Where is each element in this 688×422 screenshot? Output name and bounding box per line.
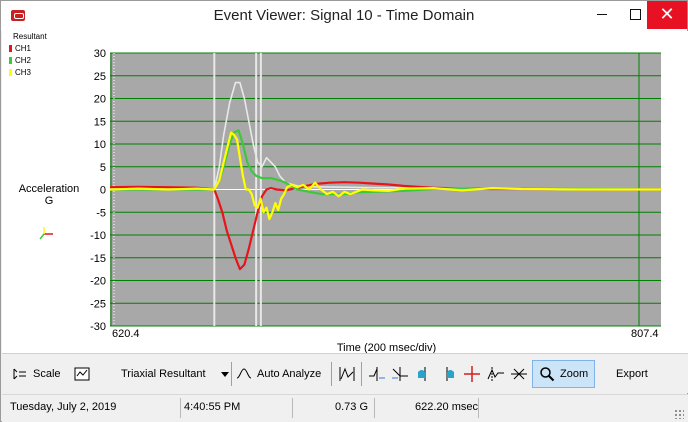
chevron-down-icon bbox=[220, 372, 229, 377]
resize-grip-icon[interactable] bbox=[674, 409, 684, 419]
export-button[interactable]: Export bbox=[616, 360, 648, 388]
status-value-msec: 622.20 msec bbox=[415, 401, 478, 413]
title-bar[interactable]: Event Viewer: Signal 10 - Time Domain ✕ bbox=[1, 1, 687, 31]
y-tick-label: -10 bbox=[90, 230, 106, 242]
auto-analyze-button[interactable]: Auto Analyze bbox=[236, 360, 321, 388]
series-line-ch3 bbox=[109, 131, 661, 221]
y-tick-label: 25 bbox=[94, 71, 106, 83]
export-label: Export bbox=[616, 368, 648, 380]
peak-marker-icon[interactable] bbox=[337, 364, 357, 384]
magnifier-icon bbox=[540, 367, 555, 382]
peak-select-icon[interactable] bbox=[486, 364, 506, 384]
y-axis-title-line1: Acceleration bbox=[18, 183, 80, 195]
waveform-icon bbox=[236, 368, 252, 379]
y-tick-label: -30 bbox=[90, 321, 106, 333]
toolbar-separator bbox=[361, 362, 362, 386]
y-tick-label: 0 bbox=[100, 185, 106, 197]
toolbar-separator bbox=[231, 362, 232, 386]
cursor-right-icon[interactable] bbox=[390, 364, 410, 384]
legend-label-ch2: CH2 bbox=[15, 56, 32, 65]
y-axis-title-line2: G bbox=[44, 195, 54, 207]
status-value-g: 0.73 G bbox=[335, 401, 369, 413]
y-tick-label: -20 bbox=[90, 276, 106, 288]
status-divider bbox=[292, 398, 293, 418]
y-tick-label: 15 bbox=[94, 116, 106, 128]
scale-label: Scale bbox=[33, 368, 61, 380]
app-icon bbox=[11, 10, 25, 21]
y-tick-label: -25 bbox=[90, 298, 106, 310]
legend-swatch-ch2 bbox=[9, 57, 12, 64]
zoom-button[interactable]: Zoom bbox=[532, 360, 596, 388]
scale-button[interactable]: Scale bbox=[12, 360, 61, 388]
scale-icon bbox=[13, 368, 26, 380]
series-line-ch1 bbox=[109, 181, 661, 271]
status-divider bbox=[478, 398, 479, 418]
x-axis-label: Time (200 msec/div) bbox=[337, 342, 436, 354]
y-tick-label: 30 bbox=[94, 48, 106, 60]
x-tick-label: 620.4 bbox=[112, 328, 140, 340]
legend-swatch-ch3 bbox=[9, 69, 12, 76]
expand-cursors-icon[interactable] bbox=[509, 364, 529, 384]
y-tick-label: -15 bbox=[90, 253, 106, 265]
resultant-select[interactable]: Triaxial Resultant bbox=[120, 360, 231, 388]
window-view-icon[interactable] bbox=[72, 364, 92, 384]
legend-label-ch1: CH1 bbox=[15, 44, 32, 53]
status-time: 4:40:55 PM bbox=[184, 401, 241, 413]
crosshair-icon[interactable] bbox=[462, 364, 482, 384]
status-divider bbox=[180, 398, 181, 418]
auto-analyze-label: Auto Analyze bbox=[257, 368, 322, 380]
status-bar: Tuesday, July 2, 2019 4:40:55 PM 0.73 G … bbox=[2, 394, 688, 422]
status-date: Tuesday, July 2, 2019 bbox=[10, 401, 117, 413]
resultant-select-value: Triaxial Resultant bbox=[121, 368, 206, 380]
y-tick-label: 5 bbox=[100, 162, 106, 174]
toolbar: Scale Triaxial Resultant Auto Analyze bbox=[2, 353, 688, 393]
y-tick-label: 10 bbox=[94, 139, 106, 151]
y-tick-label: 20 bbox=[94, 94, 106, 106]
y-axis-title: Acceleration G bbox=[9, 183, 89, 207]
toolbar-separator bbox=[331, 362, 332, 386]
axes-orientation-icon bbox=[39, 227, 53, 240]
legend-title: Resultant bbox=[13, 32, 47, 41]
close-button[interactable]: ✕ bbox=[647, 1, 687, 29]
legend-swatch-ch1 bbox=[9, 45, 12, 52]
maximize-button[interactable] bbox=[618, 1, 652, 29]
time-domain-plot[interactable]: 30 25 20 15 10 5 0 -5 -10 -15 -20 -25 -30 620.4 807.4 T… bbox=[1, 1, 688, 361]
legend-item-ch2: CH2 bbox=[9, 56, 31, 65]
legend-item-ch3: CH3 bbox=[9, 68, 31, 77]
legend-item-ch1: CH1 bbox=[9, 44, 31, 53]
minimize-button[interactable] bbox=[585, 1, 619, 29]
window-title: Event Viewer: Signal 10 - Time Domain bbox=[213, 7, 475, 24]
status-divider bbox=[374, 398, 375, 418]
area-right-icon[interactable] bbox=[437, 364, 457, 384]
y-tick-label: -5 bbox=[96, 207, 106, 219]
cursor-left-icon[interactable] bbox=[367, 364, 387, 384]
x-tick-label: 807.4 bbox=[631, 328, 659, 340]
zoom-label: Zoom bbox=[560, 368, 589, 380]
series-line-ch2 bbox=[110, 129, 662, 196]
area-left-icon[interactable] bbox=[415, 364, 435, 384]
legend-label-ch3: CH3 bbox=[15, 68, 32, 77]
